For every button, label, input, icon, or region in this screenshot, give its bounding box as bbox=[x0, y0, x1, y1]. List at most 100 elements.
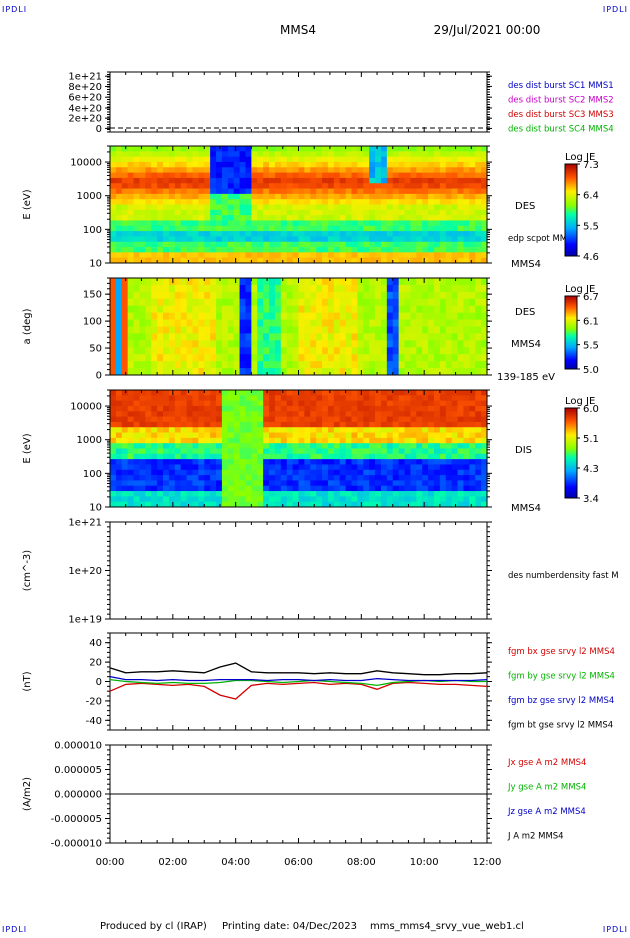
spectrogram-cell bbox=[127, 333, 134, 341]
spectrogram-cell bbox=[316, 231, 323, 237]
spectrogram-cell bbox=[481, 305, 488, 314]
spectrogram-cell bbox=[221, 443, 229, 449]
spectrogram-cell bbox=[481, 204, 488, 211]
spectrogram-cell bbox=[227, 291, 235, 300]
spectrogram-cell bbox=[121, 448, 129, 455]
spectrogram-cell bbox=[351, 241, 358, 248]
spectrogram-cell bbox=[110, 161, 117, 168]
spectrogram-cell bbox=[163, 333, 170, 341]
spectrogram-cell bbox=[210, 298, 217, 307]
spectrogram-cell bbox=[380, 220, 388, 227]
spectrogram-cell bbox=[198, 319, 205, 327]
spectrogram-cell bbox=[422, 236, 429, 243]
spectrogram-cell bbox=[322, 491, 329, 497]
spectrogram-cell bbox=[327, 177, 335, 184]
spectrogram-cell bbox=[298, 448, 305, 455]
spectrogram-cell bbox=[327, 220, 335, 227]
spectrogram-cell bbox=[445, 464, 453, 471]
spectrogram-cell bbox=[451, 193, 458, 200]
spectrogram-cell bbox=[133, 340, 140, 348]
spectrogram-cell bbox=[257, 437, 264, 444]
spectrogram-cell bbox=[398, 278, 405, 286]
spectrogram-cell bbox=[469, 453, 476, 460]
spectrogram-cell bbox=[151, 361, 158, 369]
spectrogram-cell bbox=[380, 209, 388, 216]
spectrogram-cell bbox=[298, 368, 305, 376]
spectrogram-cell bbox=[145, 501, 152, 508]
spectrogram-cell bbox=[404, 448, 411, 455]
density-legend-entry: des numberdensity fast M bbox=[508, 571, 619, 581]
spectrogram-cell bbox=[239, 501, 246, 508]
spectrogram-cell bbox=[198, 177, 205, 184]
spectrogram-cell bbox=[204, 347, 211, 355]
spectrogram-cell bbox=[380, 199, 388, 205]
spectrogram-cell bbox=[298, 405, 305, 412]
spectrogram-cell bbox=[216, 247, 223, 253]
spectrogram-cell bbox=[439, 347, 447, 355]
spectrogram-cell bbox=[110, 469, 117, 476]
spectrogram-cell bbox=[398, 156, 405, 163]
spectrogram-cell bbox=[257, 209, 264, 216]
spectrogram-cell bbox=[245, 236, 252, 243]
spectrogram-cell bbox=[286, 215, 294, 221]
spectrogram-cell bbox=[216, 177, 223, 184]
spectrogram-cell bbox=[327, 496, 335, 503]
spectrogram-cell bbox=[110, 257, 117, 264]
spectrogram-cell bbox=[375, 298, 382, 307]
spectrogram-cell bbox=[110, 312, 117, 320]
spectrogram-cell bbox=[157, 231, 164, 237]
spectrogram-cell bbox=[345, 161, 352, 168]
spectrogram-cell bbox=[339, 368, 347, 376]
spectrogram-cell bbox=[110, 427, 117, 433]
spectrogram-cell bbox=[286, 247, 294, 253]
spectrogram-cell bbox=[339, 215, 347, 221]
spectrogram-cell bbox=[428, 411, 435, 417]
spectrogram-cell bbox=[339, 427, 347, 433]
spectrogram-cell bbox=[322, 193, 329, 200]
spectrogram-cell bbox=[157, 220, 164, 227]
spectrogram-cell bbox=[469, 437, 476, 444]
spectrogram-cell bbox=[380, 333, 388, 341]
spectrogram-cell bbox=[145, 252, 152, 259]
spectrogram-cell bbox=[110, 247, 117, 253]
spectrogram-cell bbox=[245, 354, 252, 362]
spectrogram-cell bbox=[310, 501, 317, 508]
spectrogram-cell bbox=[457, 475, 464, 481]
spectrogram-cell bbox=[174, 390, 182, 396]
spectrogram-cell bbox=[357, 220, 364, 227]
spectrogram-cell bbox=[345, 146, 352, 152]
spectrogram-cell bbox=[433, 496, 441, 503]
spectrogram-cell bbox=[304, 204, 311, 211]
spectrogram-cell bbox=[298, 156, 305, 163]
spectrogram-cell bbox=[263, 400, 270, 407]
spectrogram-cell bbox=[339, 333, 347, 341]
spectrogram-cell bbox=[157, 284, 164, 293]
spectrogram-cell bbox=[121, 443, 129, 449]
spectrogram-cell bbox=[227, 390, 235, 396]
spectrogram-cell bbox=[404, 220, 411, 227]
spectrogram-cell bbox=[198, 453, 205, 460]
spectrogram-cell bbox=[463, 453, 470, 460]
spectrogram-cell bbox=[263, 459, 270, 465]
spectrogram-cell bbox=[269, 368, 276, 376]
spectrogram-cell bbox=[186, 177, 193, 184]
spectrogram-cell bbox=[127, 225, 134, 232]
spectrogram-cell bbox=[133, 400, 140, 407]
spectrogram-cell bbox=[151, 496, 158, 503]
spectrogram-cell bbox=[233, 354, 240, 362]
spectrogram-cell bbox=[274, 284, 282, 293]
spectrogram-cell bbox=[457, 236, 464, 243]
spectrogram-cell bbox=[404, 183, 411, 189]
spectrogram-cell bbox=[475, 421, 482, 428]
spectrogram-cell bbox=[475, 305, 482, 314]
spectrogram-cell bbox=[469, 421, 476, 428]
spectrogram-cell bbox=[280, 400, 288, 407]
spectrogram-cell bbox=[481, 416, 488, 423]
spectrogram-cell bbox=[351, 491, 358, 497]
spectrogram-cell bbox=[422, 193, 429, 200]
spectrogram-cell bbox=[392, 443, 400, 449]
spectrogram-cell bbox=[433, 278, 441, 286]
spectrogram-cell bbox=[269, 427, 276, 433]
spectrogram-cell bbox=[280, 347, 288, 355]
spectrogram-cell bbox=[180, 312, 187, 320]
